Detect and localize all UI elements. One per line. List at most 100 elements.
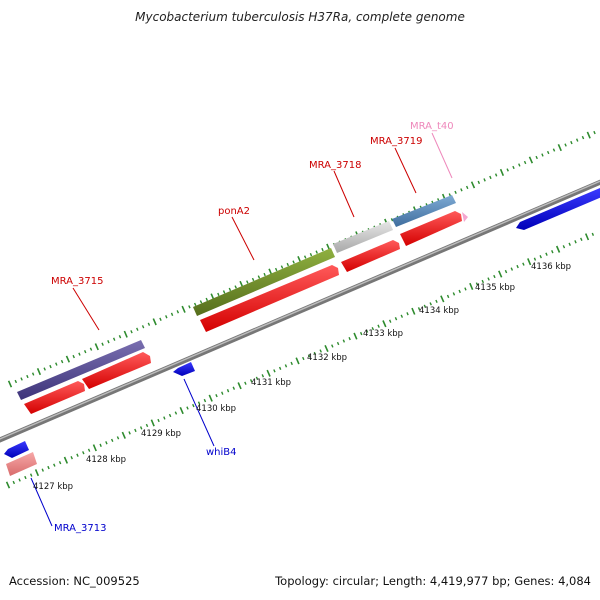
upper-tick <box>494 173 498 177</box>
lower-tick <box>452 292 456 296</box>
lower-tick <box>382 320 387 328</box>
lower-tick <box>208 394 213 402</box>
lower-tick <box>105 441 108 445</box>
lower-tick <box>197 401 201 405</box>
upper-tick <box>552 148 556 152</box>
lower-tick <box>533 257 537 261</box>
lower-tick <box>423 304 427 308</box>
lower-tick <box>545 252 548 256</box>
lower-tick <box>278 366 282 370</box>
lower-tick <box>92 444 97 452</box>
lower-tick <box>510 267 514 271</box>
lower-tick <box>446 294 450 299</box>
lower-tick <box>342 339 346 343</box>
upper-tick <box>118 335 122 339</box>
lower-tick <box>527 258 532 266</box>
lower-tick <box>145 423 149 428</box>
scale-label-4132: 4132 kbp <box>307 353 347 363</box>
cds-ponA2 <box>200 265 339 332</box>
upper-tick <box>303 255 307 259</box>
tick-row-upper <box>7 130 596 388</box>
lower-tick <box>388 319 392 323</box>
lower-tick <box>47 465 50 470</box>
upper-tick <box>489 175 492 180</box>
feature-ponA2 <box>193 248 335 316</box>
upper-tick <box>593 130 596 135</box>
lower-tick <box>215 394 218 398</box>
upper-tick <box>181 305 186 313</box>
leader-MRA_3719 <box>394 147 417 194</box>
upper-tick <box>460 188 463 192</box>
lower-tick <box>70 456 73 460</box>
upper-tick <box>309 252 313 257</box>
scale-label-4130: 4130 kbp <box>196 404 236 414</box>
lower-tick <box>522 262 525 266</box>
lower-tick <box>400 314 404 318</box>
lower-tick <box>348 336 351 341</box>
lower-tick <box>493 274 496 279</box>
upper-tick <box>570 140 573 145</box>
lower-tick <box>394 317 398 321</box>
lower-tick <box>584 233 590 241</box>
lower-tick <box>464 287 467 291</box>
upper-tick <box>274 267 278 272</box>
lower-tick <box>58 461 62 465</box>
cds-MRA_3715-a <box>24 381 85 414</box>
upper-tick <box>94 343 99 351</box>
lower-tick <box>237 382 242 390</box>
upper-tick <box>257 275 261 279</box>
scale-label-4134: 4134 kbp <box>419 306 459 316</box>
lower-tick <box>302 356 305 361</box>
lower-tick <box>41 468 44 472</box>
scale-labels: 4127 kbp 4128 kbp 4129 kbp 4130 kbp 4131… <box>33 262 571 492</box>
lower-tick <box>353 332 358 340</box>
label-MRA_3715: MRA_3715 <box>51 276 103 287</box>
lower-tick <box>336 341 340 346</box>
lower-tick <box>139 426 143 430</box>
lower-tick <box>249 379 253 383</box>
lower-tick <box>273 369 276 373</box>
upper-tick <box>546 150 550 155</box>
label-MRA_3718: MRA_3718 <box>309 160 361 171</box>
upper-tick <box>141 325 145 329</box>
lower-tick <box>469 282 474 291</box>
lower-tick <box>150 419 155 427</box>
upper-tick <box>581 135 585 140</box>
upper-tick <box>586 131 591 139</box>
upper-tick <box>78 352 81 356</box>
leader-MRA_3713 <box>30 477 53 527</box>
upper-tick <box>83 350 87 354</box>
upper-tick <box>454 190 457 194</box>
leader-MRA_3718 <box>333 170 355 218</box>
lower-tick <box>179 406 184 415</box>
lower-tick <box>18 478 21 482</box>
scale-label-4127: 4127 kbp <box>33 482 73 492</box>
upper-tick <box>557 143 562 152</box>
feature-MRA_3715 <box>17 340 145 400</box>
lower-tick <box>440 295 445 303</box>
upper-tick <box>152 318 157 326</box>
upper-tick <box>541 153 544 157</box>
lower-tick <box>24 475 27 480</box>
lower-tick <box>324 344 329 353</box>
lower-tick <box>168 413 172 418</box>
leader-MRA_3715 <box>72 287 100 331</box>
map-title: Mycobacterium tuberculosis H37Ra, comple… <box>135 10 465 24</box>
upper-tick <box>246 280 249 284</box>
lower-tick <box>498 270 503 278</box>
tick-row-lower <box>5 232 595 489</box>
scale-label-4129: 4129 kbp <box>141 429 181 439</box>
lower-tick <box>232 386 236 390</box>
upper-tick <box>575 138 579 142</box>
upper-tick <box>292 260 295 264</box>
lower-tick <box>244 381 247 385</box>
lower-tick <box>319 349 322 353</box>
lower-tick <box>359 331 363 336</box>
upper-tick <box>512 165 515 170</box>
upper-tick <box>31 372 35 376</box>
lower-tick <box>481 279 485 284</box>
upper-tick <box>535 155 538 160</box>
scale-label-4133: 4133 kbp <box>363 329 403 339</box>
upper-tick <box>130 330 133 334</box>
